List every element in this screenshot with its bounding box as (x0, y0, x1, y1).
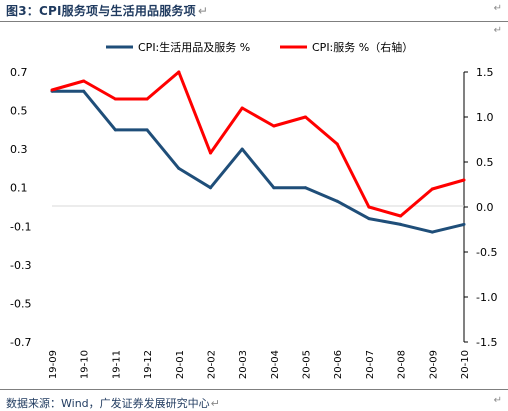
x-tick-label: 20-01 (175, 350, 186, 379)
x-tick-label: 19-12 (143, 350, 154, 379)
right-y-tick-label: 1.5 (476, 66, 494, 79)
right-series-point (113, 97, 117, 101)
right-series-point (50, 88, 54, 92)
right-y-tick-label: -1.5 (476, 336, 497, 349)
left-y-tick-label: -0.7 (10, 336, 31, 349)
x-tick-label: 20-05 (302, 350, 313, 379)
right-series-point (399, 214, 403, 218)
left-series-point (240, 147, 244, 151)
left-series-point (462, 222, 466, 226)
source-note: 数据来源：Wind，广发证券发展研究中心↵ (6, 395, 220, 411)
left-series-point (367, 217, 371, 221)
chart-canvas: CPI:生活用品及服务 % CPI:服务 %（右轴） 0.7 0.5 0.3 0.1 -… (10, 40, 497, 379)
left-y-tick-label: 0.1 (10, 182, 28, 195)
right-y-tick-label: 0.5 (476, 156, 494, 169)
left-series-point (272, 186, 276, 190)
right-series-point (367, 205, 371, 209)
right-series-point (462, 178, 466, 182)
return-mark-icon: ↵ (210, 397, 220, 410)
x-tick-label: 19-11 (111, 350, 122, 379)
x-tick-label: 20-02 (206, 350, 217, 379)
x-tick-label: 20-10 (460, 350, 471, 379)
left-series-point (82, 89, 86, 93)
legend: CPI:生活用品及服务 % CPI:服务 %（右轴） (106, 40, 413, 54)
series-points-right (50, 70, 466, 218)
x-tick-label: 20-04 (270, 350, 281, 379)
return-mark-icon: ↵ (493, 3, 502, 14)
chart-title-text: 图3：CPI服务项与生活用品服务项 (6, 4, 196, 18)
x-tick-label: 20-03 (238, 350, 249, 379)
left-series-point (209, 186, 212, 190)
right-y-tick-label: 1.0 (476, 111, 494, 124)
right-y-tick-label: -0.5 (476, 246, 497, 259)
right-y-tick-label: -1.0 (476, 291, 497, 304)
left-series-point (335, 199, 339, 203)
right-series-point (209, 151, 212, 155)
chart-title: 图3：CPI服务项与生活用品服务项 ↵ (6, 2, 208, 19)
right-series-point (177, 70, 181, 74)
x-tick-label: 20-09 (428, 350, 439, 379)
left-series-point (399, 222, 403, 226)
left-y-tick-label: 0.3 (10, 143, 28, 156)
x-tick-label: 20-06 (333, 350, 344, 379)
left-series-point (304, 186, 307, 190)
x-tick-label: 20-07 (365, 350, 376, 379)
return-mark-icon: ↵ (493, 25, 502, 36)
left-series-point (113, 128, 117, 132)
right-series-point (82, 79, 86, 83)
left-y-tick-label: -0.1 (10, 220, 31, 233)
left-y-tick-label: 0.7 (10, 66, 28, 79)
source-text: 数据来源：Wind，广发证券发展研究中心 (6, 397, 210, 410)
right-y-tick-label: 0.0 (476, 201, 494, 214)
footer-divider (0, 389, 508, 390)
right-series-point (430, 187, 434, 191)
title-divider (0, 21, 508, 22)
x-tick-label: 19-10 (80, 350, 91, 379)
left-y-tick-label: -0.3 (10, 259, 31, 272)
left-y-tick-label: -0.5 (10, 297, 31, 310)
x-axis: 19-09 19-10 19-11 19-12 20-01 20-02 20-03 20-04… (48, 350, 471, 379)
return-mark-icon: ↵ (493, 395, 502, 406)
right-y-axis: 1.5 1.0 0.5 0.0 -0.5 -1.0 -1.5 (464, 66, 497, 349)
right-series-point (272, 124, 276, 128)
left-series-point (430, 230, 434, 234)
series-line-left (52, 89, 465, 234)
left-y-axis: 0.7 0.5 0.3 0.1 -0.1 -0.3 -0.5 -0.7 (10, 66, 31, 349)
return-mark-icon: ↵ (197, 4, 209, 18)
left-y-tick-label: 0.5 (10, 105, 28, 118)
series-line-right (51, 70, 465, 218)
right-series-point (240, 106, 244, 110)
right-series-point (304, 115, 307, 119)
x-tick-label: 19-09 (48, 350, 59, 379)
legend-label-left-series: CPI:生活用品及服务 % (138, 40, 250, 54)
left-series-point (145, 128, 149, 132)
left-series-point (177, 166, 181, 170)
right-series-point (145, 97, 149, 101)
right-series-point (335, 142, 339, 146)
x-tick-label: 20-08 (397, 350, 408, 379)
legend-label-right-series: CPI:服务 %（右轴） (312, 40, 413, 54)
